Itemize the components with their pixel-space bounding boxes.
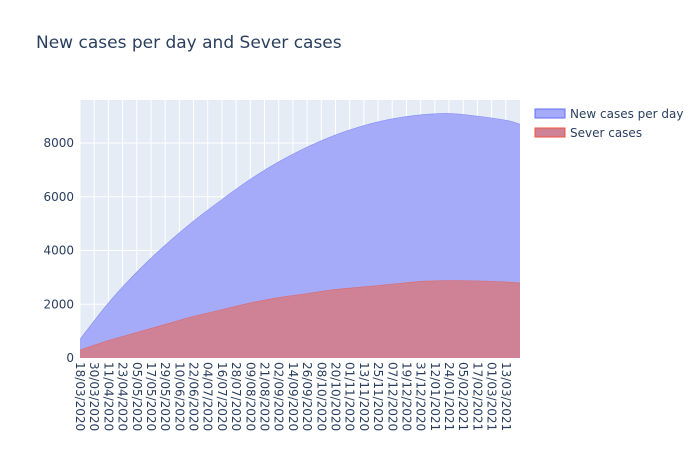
legend-label-sever-cases[interactable]: Sever cases bbox=[570, 126, 642, 140]
legend[interactable]: New cases per day Sever cases bbox=[534, 107, 683, 140]
x-tick-label: 05/02/2021 bbox=[456, 362, 470, 431]
x-tick-label: 21/08/2020 bbox=[258, 362, 272, 431]
y-tick-label: 8000 bbox=[43, 136, 74, 150]
x-tick-label: 22/06/2020 bbox=[187, 362, 201, 431]
legend-swatch-new-cases[interactable] bbox=[534, 108, 566, 119]
x-tick-label: 25/11/2020 bbox=[371, 362, 385, 431]
legend-label-new-cases[interactable]: New cases per day bbox=[570, 107, 683, 121]
x-tick-label: 24/01/2021 bbox=[442, 362, 456, 431]
x-tick-label: 23/04/2020 bbox=[116, 362, 130, 431]
x-tick-label: 01/03/2021 bbox=[485, 362, 499, 431]
x-tick-label: 13/11/2020 bbox=[357, 362, 371, 431]
area-layer bbox=[79, 113, 521, 359]
x-tick-label: 30/03/2020 bbox=[87, 362, 101, 431]
x-tick-label: 09/08/2020 bbox=[243, 362, 257, 431]
x-tick-label: 04/07/2020 bbox=[201, 362, 215, 431]
x-tick-label: 10/06/2020 bbox=[172, 362, 186, 431]
x-tick-label: 31/12/2020 bbox=[414, 362, 428, 431]
x-tick-label: 13/03/2021 bbox=[499, 362, 513, 431]
sever-cases-area bbox=[80, 280, 520, 358]
x-tick-label: 26/09/2020 bbox=[300, 362, 314, 431]
x-tick-label: 29/05/2020 bbox=[158, 362, 172, 431]
x-tick-label: 28/07/2020 bbox=[229, 362, 243, 431]
x-tick-label: 14/09/2020 bbox=[286, 362, 300, 431]
x-tick-label: 08/10/2020 bbox=[314, 362, 328, 431]
y-tick-label: 0 bbox=[66, 351, 74, 365]
y-tick-label: 4000 bbox=[43, 244, 74, 258]
x-tick-label: 05/05/2020 bbox=[130, 362, 144, 431]
chart-title: New cases per day and Sever cases bbox=[36, 33, 342, 53]
y-tick-label: 2000 bbox=[43, 297, 74, 311]
x-tick-label: 11/04/2020 bbox=[101, 362, 115, 431]
legend-swatch-sever-cases[interactable] bbox=[534, 127, 566, 138]
x-tick-label: 12/01/2021 bbox=[428, 362, 442, 431]
y-axis: 0 2000 4000 6000 8000 bbox=[43, 136, 74, 365]
x-tick-label: 17/05/2020 bbox=[144, 362, 158, 431]
sever-cases-line bbox=[79, 280, 521, 351]
x-tick-label: 16/07/2020 bbox=[215, 362, 229, 431]
x-tick-label: 19/12/2020 bbox=[399, 362, 413, 431]
x-tick-label: 20/10/2020 bbox=[328, 362, 342, 431]
x-tick-label: 18/03/2020 bbox=[73, 362, 87, 431]
x-tick-label: 17/02/2021 bbox=[470, 362, 484, 431]
x-tick-label: 02/09/2020 bbox=[272, 362, 286, 431]
x-tick-label: 07/12/2020 bbox=[385, 362, 399, 431]
y-tick-label: 6000 bbox=[43, 190, 74, 204]
x-tick-label: 01/11/2020 bbox=[343, 362, 357, 431]
new-cases-line bbox=[79, 113, 521, 340]
x-axis: 18/03/2020 30/03/2020 11/04/2020 23/04/2020… bbox=[73, 362, 513, 431]
